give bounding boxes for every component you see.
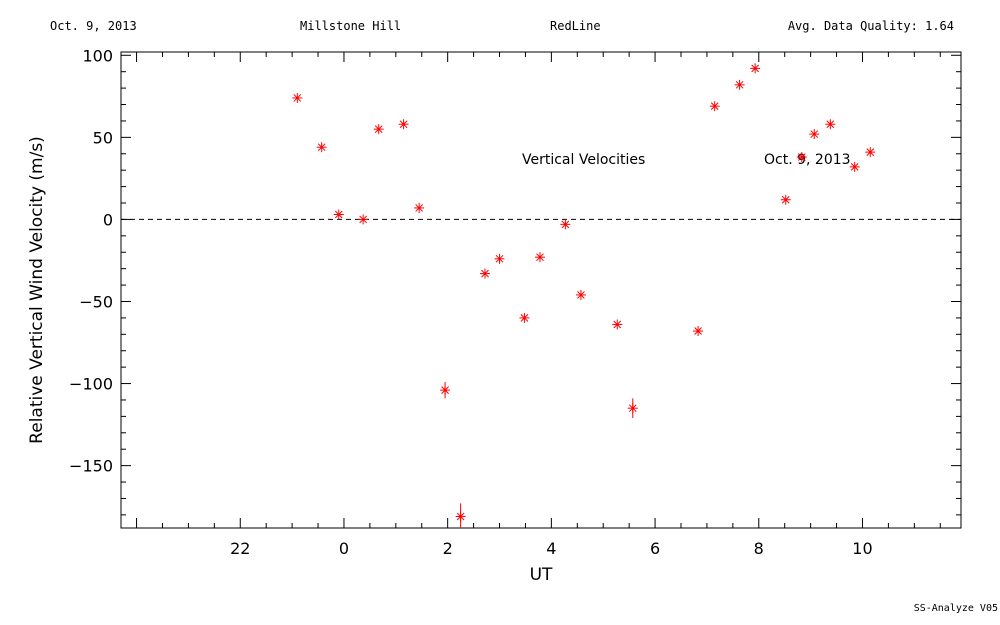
y-tick-label: 50 xyxy=(93,128,113,147)
header-instrument: RedLine xyxy=(550,19,601,33)
data-point xyxy=(519,312,530,323)
x-axis-tick-labels: 22 0 2 4 6 8 10 xyxy=(230,539,873,558)
data-point xyxy=(398,119,409,130)
data-point xyxy=(292,92,303,103)
x-tick-label: 22 xyxy=(230,539,250,558)
header-quality: Avg. Data Quality: 1.64 xyxy=(788,19,954,33)
data-point xyxy=(316,142,327,153)
footer-version: SS-Analyze V05 xyxy=(914,603,998,614)
data-point xyxy=(627,398,638,419)
data-point xyxy=(780,194,791,205)
x-tick-label: 4 xyxy=(546,539,556,558)
chart-annotation-date: Oct. 9, 2013 xyxy=(764,152,851,168)
data-point xyxy=(414,202,425,213)
chart-title: Vertical Velocities xyxy=(522,152,645,168)
x-axis-ticks xyxy=(136,52,941,528)
data-point xyxy=(534,252,545,263)
y-axis-ticks xyxy=(121,54,961,516)
data-point xyxy=(709,101,720,112)
data-point xyxy=(333,209,344,220)
y-tick-label: 100 xyxy=(82,46,113,65)
x-axis-title: UT xyxy=(530,565,553,585)
data-point xyxy=(358,214,369,225)
data-point xyxy=(440,381,451,399)
header-date: Oct. 9, 2013 xyxy=(50,19,137,33)
data-point xyxy=(480,268,490,279)
x-tick-label: 0 xyxy=(339,539,349,558)
data-markers xyxy=(292,63,876,528)
data-point xyxy=(734,79,745,90)
x-tick-label: 8 xyxy=(754,539,764,558)
data-point xyxy=(809,129,820,140)
x-tick-label: 10 xyxy=(852,539,872,558)
y-axis-title: Relative Vertical Wind Velocity (m/s) xyxy=(27,136,47,444)
data-point xyxy=(575,289,586,300)
y-tick-label: −50 xyxy=(79,292,113,311)
data-point xyxy=(693,326,704,337)
data-point xyxy=(825,119,836,130)
header-site: Millstone Hill xyxy=(300,19,401,33)
data-point xyxy=(612,319,623,330)
data-point xyxy=(865,147,876,158)
data-point xyxy=(455,503,466,528)
data-point xyxy=(560,219,571,230)
x-tick-label: 6 xyxy=(650,539,660,558)
y-tick-label: 0 xyxy=(103,210,113,229)
y-tick-label: −100 xyxy=(69,375,113,394)
data-point xyxy=(750,63,761,74)
data-point xyxy=(494,253,505,264)
plot-frame xyxy=(120,51,962,529)
y-axis-tick-labels: 100 50 0 −50 −100 −150 xyxy=(69,46,113,475)
data-point xyxy=(849,161,860,172)
y-tick-label: −150 xyxy=(69,457,113,476)
data-point xyxy=(796,152,807,163)
x-tick-label: 2 xyxy=(443,539,453,558)
data-point xyxy=(373,124,384,135)
